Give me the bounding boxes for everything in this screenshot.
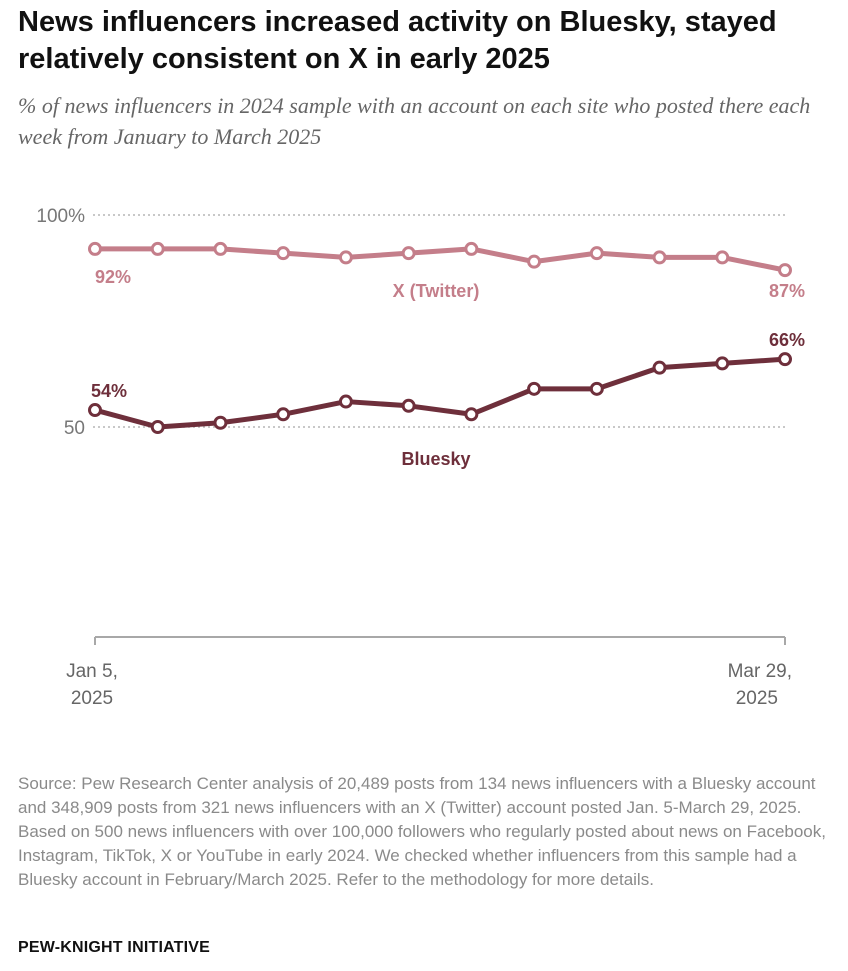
data-label-end-bluesky: 66% — [769, 330, 805, 350]
data-point-bluesky — [213, 415, 228, 430]
series-label-x-twitter: X (Twitter) — [393, 281, 480, 301]
data-point-bluesky — [338, 394, 353, 409]
x-tick-label-line: Mar 29, — [728, 661, 792, 682]
data-point-bluesky — [276, 407, 291, 422]
data-point-x-twitter — [652, 250, 667, 265]
data-point-x-twitter — [276, 246, 291, 261]
data-point-x-twitter — [527, 254, 542, 269]
y-tick-label: 100% — [36, 206, 85, 227]
x-tick-label-line: 2025 — [736, 688, 778, 709]
data-point-bluesky — [401, 398, 416, 413]
data-label-start-x-twitter: 92% — [95, 267, 131, 287]
line-chart: 100% 50 92% 87% X (Twitter) 54% 66% Bluesky Ja… — [36, 206, 805, 709]
y-tick-label: 50 — [64, 418, 85, 439]
data-point-x-twitter — [715, 250, 730, 265]
data-point-x-twitter — [338, 250, 353, 265]
series-label-bluesky: Bluesky — [401, 449, 470, 469]
x-tick-label-line: 2025 — [71, 688, 113, 709]
chart-title: News influencers increased activity on B… — [18, 6, 777, 75]
data-point-bluesky — [527, 381, 542, 396]
chart-subtitle: % of news influencers in 2024 sample wit… — [18, 93, 811, 149]
data-point-bluesky — [778, 352, 792, 367]
credit-label: PEW-KNIGHT INITIATIVE — [18, 939, 211, 956]
data-point-x-twitter — [401, 246, 416, 261]
data-point-bluesky — [715, 356, 730, 371]
source-note: Source: Pew Research Center analysis of … — [18, 774, 826, 889]
data-point-x-twitter — [464, 241, 479, 256]
data-point-x-twitter — [150, 241, 165, 256]
data-point-bluesky — [150, 420, 165, 434]
x-tick-label-end: Mar 29, 2025 — [728, 661, 792, 709]
data-point-bluesky — [589, 381, 604, 396]
data-point-x-twitter — [213, 241, 228, 256]
data-point-x-twitter — [589, 246, 604, 261]
data-label-end-x-twitter: 87% — [769, 281, 805, 301]
x-tick-label-line: Jan 5, — [66, 661, 118, 682]
data-point-x-twitter — [778, 263, 792, 278]
data-point-bluesky — [464, 407, 479, 422]
x-tick-label-start: Jan 5, 2025 — [66, 661, 118, 709]
data-label-start-bluesky: 54% — [91, 381, 127, 401]
data-point-bluesky — [652, 360, 667, 375]
data-point-x-twitter — [88, 241, 102, 256]
series-line-x-twitter — [95, 246, 786, 273]
series-line-bluesky — [94, 356, 786, 430]
data-point-bluesky — [88, 403, 102, 418]
